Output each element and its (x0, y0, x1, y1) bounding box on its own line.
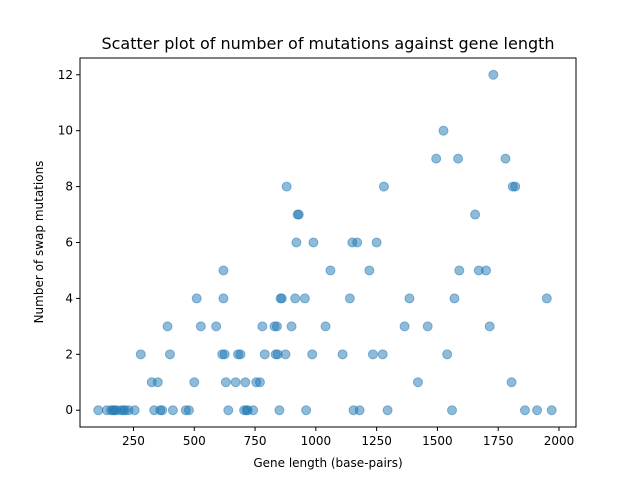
data-point-34 (235, 349, 246, 360)
data-point-51 (280, 349, 291, 360)
data-point-41 (254, 377, 265, 388)
y-axis-ticks: 0 2 4 6 8 10 12 (58, 68, 80, 417)
data-point-81 (438, 125, 449, 136)
data-point-59 (301, 405, 312, 416)
data-point-71 (367, 349, 378, 360)
x-tick-label-1750: 1750 (483, 434, 514, 448)
data-point-27 (218, 293, 229, 304)
data-point-62 (320, 321, 331, 332)
data-point-76 (399, 321, 410, 332)
y-tick-label-6: 6 (65, 236, 73, 250)
y-axis-label: Number of swap mutations (32, 161, 46, 324)
data-point-90 (484, 321, 495, 332)
data-points (93, 69, 557, 416)
data-point-42 (257, 321, 268, 332)
data-point-65 (344, 293, 355, 304)
data-point-16 (157, 405, 168, 416)
data-point-93 (506, 377, 517, 388)
data-point-77 (404, 293, 415, 304)
data-point-68 (352, 237, 363, 248)
x-tick-label-1000: 1000 (301, 434, 332, 448)
x-axis-label: Gene length (base-pairs) (253, 456, 402, 470)
data-point-86 (454, 265, 465, 276)
x-tick-label-750: 750 (244, 434, 267, 448)
x-tick-label-1250: 1250 (361, 434, 392, 448)
data-point-79 (422, 321, 433, 332)
data-point-70 (364, 265, 375, 276)
data-point-23 (191, 293, 202, 304)
data-point-32 (230, 377, 241, 388)
data-point-97 (532, 405, 543, 416)
y-tick-label-10: 10 (58, 124, 73, 138)
data-point-95 (510, 181, 521, 192)
data-point-29 (218, 265, 229, 276)
data-point-18 (164, 349, 175, 360)
y-tick-label-0: 0 (65, 403, 73, 417)
data-point-78 (412, 377, 423, 388)
data-point-73 (377, 349, 388, 360)
y-tick-label-8: 8 (65, 180, 73, 194)
x-tick-label-250: 250 (122, 434, 145, 448)
data-point-11 (135, 349, 146, 360)
data-point-85 (453, 153, 464, 164)
data-point-14 (152, 377, 163, 388)
y-tick-label-4: 4 (65, 291, 73, 305)
data-point-17 (162, 321, 173, 332)
data-point-43 (259, 349, 270, 360)
data-point-57 (293, 209, 304, 220)
data-point-31 (223, 405, 234, 416)
chart-title: Scatter plot of number of mutations agai… (101, 34, 554, 53)
plot-frame (79, 57, 577, 428)
data-point-84 (449, 293, 460, 304)
data-point-69 (354, 405, 365, 416)
y-tick-label-2: 2 (65, 347, 73, 361)
data-point-83 (447, 405, 457, 416)
data-point-80 (431, 153, 442, 164)
data-point-28 (219, 349, 230, 360)
data-point-0 (93, 405, 104, 416)
data-point-10 (129, 405, 140, 416)
y-tick-label-12: 12 (58, 68, 73, 82)
data-point-55 (291, 237, 302, 248)
data-point-63 (325, 265, 336, 276)
data-point-74 (378, 181, 389, 192)
data-point-82 (442, 349, 453, 360)
data-point-60 (307, 349, 318, 360)
x-tick-label-2000: 2000 (544, 434, 575, 448)
data-point-52 (281, 181, 292, 192)
data-point-89 (481, 265, 492, 276)
data-point-21 (183, 405, 194, 416)
data-point-99 (546, 405, 557, 416)
data-point-61 (308, 237, 319, 248)
data-point-54 (290, 293, 301, 304)
data-point-98 (541, 293, 552, 304)
data-point-91 (488, 69, 499, 80)
data-point-24 (195, 321, 206, 332)
data-point-46 (271, 321, 282, 332)
data-point-92 (500, 153, 511, 164)
data-point-22 (189, 377, 200, 388)
data-point-39 (248, 405, 259, 416)
data-point-72 (371, 237, 382, 248)
x-tick-label-500: 500 (183, 434, 206, 448)
data-point-75 (382, 405, 393, 416)
data-point-87 (470, 209, 481, 220)
data-point-48 (274, 405, 285, 416)
data-point-64 (337, 349, 348, 360)
x-axis-ticks: 250 500 750 1000 1250 1500 1750 2000 (122, 427, 574, 448)
data-point-19 (167, 405, 178, 416)
data-point-53 (286, 321, 297, 332)
data-point-36 (240, 377, 251, 388)
data-point-96 (519, 405, 530, 416)
data-point-50 (276, 293, 287, 304)
x-tick-label-1500: 1500 (422, 434, 453, 448)
data-point-30 (220, 377, 231, 388)
data-point-25 (211, 321, 222, 332)
data-point-58 (299, 293, 310, 304)
